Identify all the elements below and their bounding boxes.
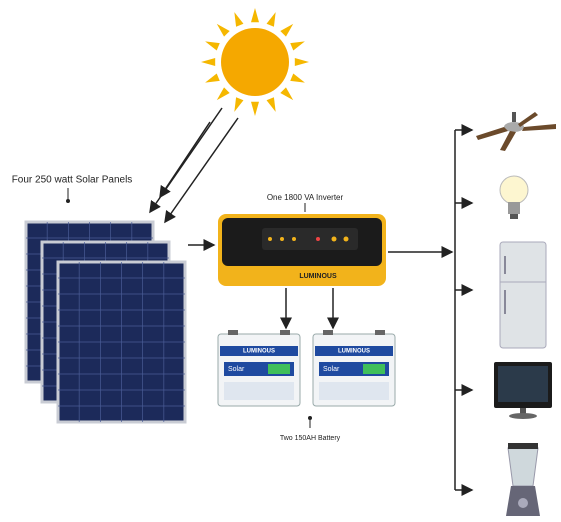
- sun-ray: [280, 87, 293, 100]
- inverter-label: One 1800 VA Inverter: [267, 193, 344, 202]
- battery-label: Two 150AH Battery: [280, 435, 341, 442]
- sun-ray: [280, 24, 293, 37]
- sun-ray: [251, 102, 259, 116]
- inverter: LUMINOUS: [218, 214, 386, 286]
- battery-tag: [363, 364, 385, 374]
- sun-ray: [251, 8, 259, 22]
- battery-panel: [224, 382, 294, 400]
- sun-ray: [205, 74, 220, 83]
- appliance-arrows: [455, 130, 472, 490]
- battery-terminal: [228, 330, 238, 335]
- sun-ray: [234, 97, 243, 112]
- battery-brand: LUMINOUS: [243, 349, 275, 355]
- battery-terminal: [280, 330, 290, 335]
- diagram: Four 250 watt Solar Panels One 1800 VA I…: [0, 0, 561, 522]
- battery-logo: Solar: [228, 366, 245, 373]
- pointer-dot: [308, 416, 312, 420]
- sun-ray: [290, 41, 305, 50]
- pointer-dot: [66, 199, 70, 203]
- battery-panel: [319, 382, 389, 400]
- sun-disc: [221, 28, 289, 96]
- sun-ray: [201, 58, 215, 66]
- sun-ray: [267, 97, 276, 112]
- inverter-brand: LUMINOUS: [299, 273, 337, 280]
- light-bulb: [500, 176, 528, 219]
- battery-logo: Solar: [323, 366, 340, 373]
- sunlight-arrows: [150, 108, 238, 222]
- blender: [506, 443, 540, 516]
- battery-tag: [268, 364, 290, 374]
- battery-arrows: [286, 288, 333, 328]
- solar-panels: [26, 222, 185, 422]
- batteries: LUMINOUS Solar LUMINOUS Solar: [218, 330, 395, 406]
- refrigerator: [500, 242, 546, 348]
- television: [494, 362, 552, 419]
- battery-brand: LUMINOUS: [338, 349, 370, 355]
- sun-ray: [205, 41, 220, 50]
- battery-terminal: [375, 330, 385, 335]
- ceiling-fan: [476, 112, 556, 151]
- battery-terminal: [323, 330, 333, 335]
- panels-label: Four 250 watt Solar Panels: [12, 175, 133, 186]
- sun-ray: [234, 12, 243, 27]
- sun-ray: [295, 58, 309, 66]
- sun-ray: [217, 24, 230, 37]
- sun-ray: [267, 12, 276, 27]
- sun: [201, 8, 309, 116]
- sun-ray: [290, 74, 305, 83]
- sun-ray: [217, 87, 230, 100]
